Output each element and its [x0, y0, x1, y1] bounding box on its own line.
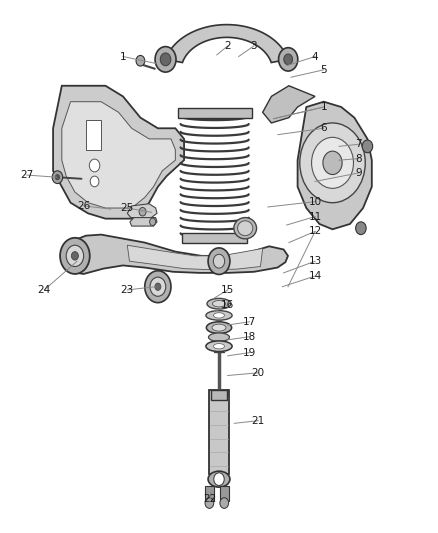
- Bar: [182, 233, 247, 243]
- Polygon shape: [62, 102, 175, 208]
- Ellipse shape: [214, 313, 224, 318]
- Text: 23: 23: [121, 285, 134, 295]
- Text: 11: 11: [308, 212, 321, 222]
- Ellipse shape: [207, 298, 231, 309]
- Ellipse shape: [208, 333, 230, 342]
- Circle shape: [300, 123, 365, 203]
- Ellipse shape: [234, 217, 257, 239]
- Circle shape: [52, 171, 63, 183]
- Bar: [205, 486, 214, 502]
- Text: 14: 14: [308, 271, 321, 281]
- Text: 27: 27: [20, 170, 34, 180]
- Polygon shape: [53, 86, 184, 219]
- Ellipse shape: [212, 324, 226, 331]
- Text: 20: 20: [252, 368, 265, 378]
- Circle shape: [284, 54, 293, 64]
- Circle shape: [362, 140, 373, 153]
- Circle shape: [55, 174, 60, 180]
- Circle shape: [279, 47, 298, 71]
- Ellipse shape: [206, 311, 232, 320]
- Text: 1: 1: [120, 52, 126, 61]
- Text: 17: 17: [243, 317, 256, 327]
- Ellipse shape: [237, 221, 253, 236]
- Polygon shape: [297, 102, 372, 229]
- Text: 26: 26: [77, 201, 90, 211]
- Circle shape: [150, 277, 166, 296]
- Circle shape: [136, 55, 145, 66]
- Circle shape: [89, 159, 100, 172]
- Circle shape: [208, 248, 230, 274]
- Circle shape: [60, 238, 90, 274]
- Ellipse shape: [212, 301, 226, 307]
- Ellipse shape: [206, 341, 232, 352]
- Polygon shape: [127, 245, 263, 270]
- Text: 18: 18: [243, 332, 256, 342]
- Polygon shape: [166, 25, 288, 62]
- Text: 15: 15: [221, 285, 234, 295]
- Text: 5: 5: [321, 65, 327, 75]
- Text: 8: 8: [355, 154, 362, 164]
- Ellipse shape: [208, 471, 230, 487]
- Circle shape: [205, 498, 214, 508]
- Circle shape: [214, 473, 224, 486]
- Polygon shape: [127, 204, 157, 217]
- Circle shape: [145, 271, 171, 303]
- Circle shape: [90, 176, 99, 187]
- Bar: [211, 390, 227, 400]
- Ellipse shape: [214, 344, 224, 349]
- Circle shape: [155, 46, 176, 72]
- Polygon shape: [130, 217, 157, 226]
- Text: 6: 6: [321, 123, 327, 133]
- Circle shape: [139, 207, 146, 216]
- Circle shape: [155, 283, 161, 290]
- Text: 13: 13: [308, 256, 321, 266]
- Text: 22: 22: [204, 494, 217, 504]
- Circle shape: [150, 218, 155, 225]
- Text: 9: 9: [355, 168, 362, 178]
- Text: 24: 24: [38, 285, 51, 295]
- Text: 2: 2: [224, 41, 231, 51]
- Bar: [86, 120, 101, 150]
- Text: 7: 7: [355, 139, 362, 149]
- Bar: [220, 486, 229, 502]
- Text: 12: 12: [308, 227, 321, 237]
- Circle shape: [160, 53, 171, 66]
- Text: 25: 25: [121, 203, 134, 213]
- Text: 10: 10: [308, 197, 321, 207]
- Circle shape: [220, 498, 229, 508]
- Text: 1: 1: [321, 102, 327, 112]
- Polygon shape: [263, 86, 315, 123]
- Circle shape: [311, 138, 353, 188]
- Circle shape: [356, 222, 366, 235]
- Ellipse shape: [206, 322, 232, 334]
- Circle shape: [71, 252, 78, 260]
- Circle shape: [213, 254, 225, 268]
- Bar: [208, 390, 230, 474]
- Text: 16: 16: [221, 300, 234, 310]
- Polygon shape: [63, 235, 288, 274]
- Circle shape: [323, 151, 342, 174]
- Text: 3: 3: [251, 41, 257, 51]
- Bar: [177, 108, 252, 118]
- Text: 21: 21: [252, 416, 265, 426]
- Text: 4: 4: [312, 52, 318, 61]
- Text: 19: 19: [243, 348, 256, 358]
- Circle shape: [66, 245, 84, 266]
